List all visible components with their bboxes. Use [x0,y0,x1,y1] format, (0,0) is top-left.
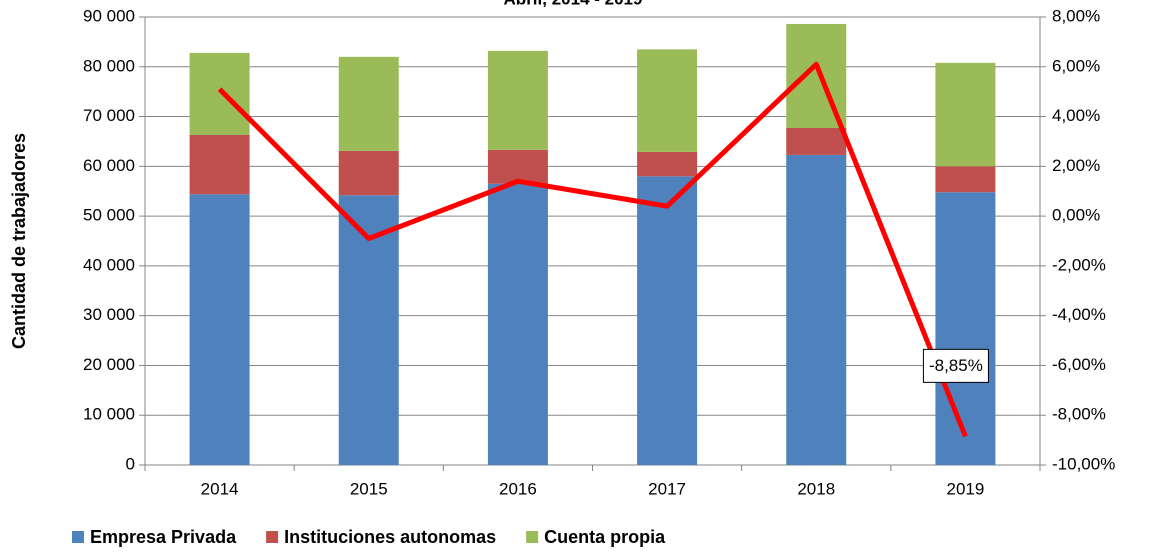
x-tick-label: 2019 [947,479,985,498]
bar [338,56,399,151]
y-tick-label: 90 000 [83,6,135,25]
bar [637,49,698,152]
data-label-box [922,348,989,383]
legend-label: Empresa Privada [90,527,237,547]
x-tick-label: 2015 [350,479,388,498]
bar [189,52,250,135]
y2-tick-label: -4,00% [1052,305,1106,324]
y-tick-label: 30 000 [83,305,135,324]
y2-tick-label: -8,00% [1052,405,1106,424]
y-tick-label: 40 000 [83,255,135,274]
y2-tick-label: -2,00% [1052,255,1106,274]
y2-tick-label: 0,00% [1052,206,1100,225]
x-tick-label: 2014 [201,479,239,498]
y-tick-label: 70 000 [83,106,135,125]
x-tick-label: 2017 [648,479,686,498]
legend-swatch [526,531,539,543]
chart-title: Abril, 2014 - 2019 [504,0,643,8]
y2-tick-label: -6,00% [1052,355,1106,374]
y-tick-label: 60 000 [83,156,135,175]
bar [935,166,996,193]
bar [786,128,847,155]
y2-tick-label: 2,00% [1052,156,1100,175]
legend-label: Cuenta propia [544,527,666,547]
y-tick-label: 0 [126,454,135,473]
bar [487,50,548,150]
bar [338,150,399,196]
bar [637,151,698,177]
line [217,61,968,438]
bar [189,194,250,465]
y-tick-label: 50 000 [83,206,135,225]
bar [637,176,698,466]
y2-tick-label: 8,00% [1052,6,1100,25]
bar [487,149,548,184]
y2-tick-label: 4,00% [1052,106,1100,125]
bar [935,62,996,167]
bar [189,134,250,195]
legend-label: Instituciones autonomas [284,527,496,547]
data-label: -8,85% [929,356,983,375]
legend-swatch [266,531,279,543]
y-tick-label: 20 000 [83,355,135,374]
y-axis-label: Cantidad de trabajadores [9,133,29,349]
bar [487,183,548,465]
bar [786,154,847,465]
y-tick-label: 80 000 [83,56,135,75]
legend-swatch [72,531,84,543]
x-tick-label: 2018 [797,479,835,498]
y2-tick-label: 6,00% [1052,56,1100,75]
y-tick-label: 10 000 [83,405,135,424]
x-tick-label: 2016 [499,479,537,498]
y2-tick-label: -10,00% [1052,454,1115,473]
bar [935,192,996,465]
